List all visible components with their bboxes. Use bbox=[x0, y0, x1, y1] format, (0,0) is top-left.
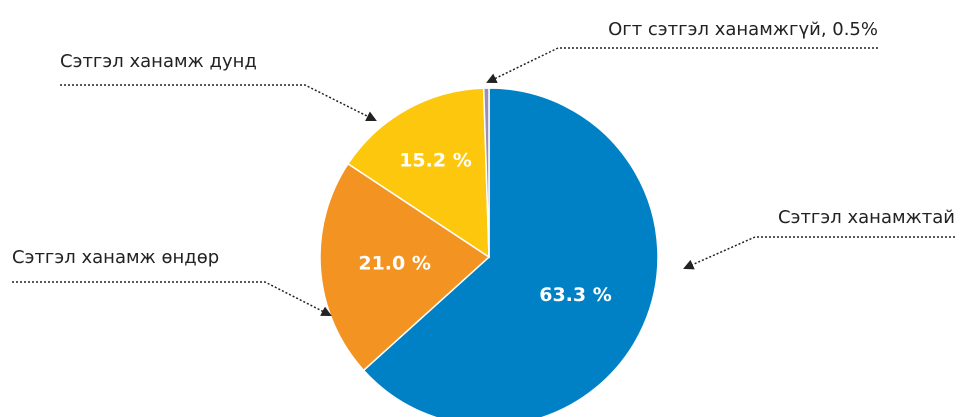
category-label: Огт сэтгэл ханамжгүй, 0.5% bbox=[608, 19, 878, 40]
category-label: Сэтгэл ханамжтай bbox=[778, 207, 955, 228]
value-label: 63.3 % bbox=[539, 284, 612, 306]
leader-line bbox=[60, 84, 377, 121]
pie-slice bbox=[319, 162, 491, 372]
pie-slice bbox=[482, 87, 490, 258]
leader-line bbox=[486, 47, 878, 84]
pie-slice bbox=[362, 87, 659, 417]
category-label: Сэтгэл ханамж дунд bbox=[60, 51, 257, 72]
value-label: 15.2 % bbox=[399, 150, 472, 172]
category-label: Сэтгэл ханамж өндөр bbox=[12, 247, 219, 268]
pie-slice bbox=[347, 87, 490, 259]
value-label: 21.0 % bbox=[358, 253, 431, 275]
leader-line bbox=[12, 281, 332, 316]
leader-line bbox=[683, 236, 955, 270]
